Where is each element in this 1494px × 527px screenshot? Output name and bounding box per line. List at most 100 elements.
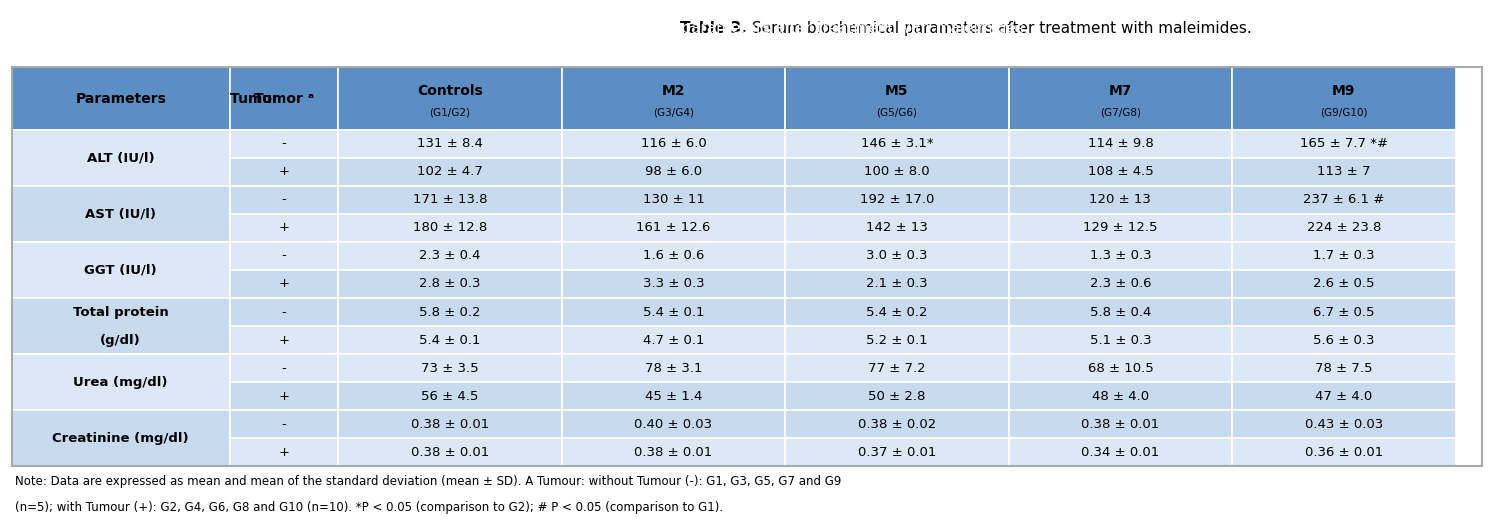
- Text: Tumor: Tumor: [230, 92, 284, 105]
- Text: 2.8 ± 0.3: 2.8 ± 0.3: [420, 278, 481, 290]
- Text: M5: M5: [886, 84, 908, 98]
- Text: 131 ± 8.4: 131 ± 8.4: [417, 137, 483, 150]
- Text: 192 ± 17.0: 192 ± 17.0: [859, 193, 934, 206]
- Text: +: +: [278, 221, 290, 235]
- Text: -: -: [281, 306, 287, 318]
- Text: 78 ± 3.1: 78 ± 3.1: [645, 362, 702, 375]
- Bar: [786, 410, 1008, 438]
- Bar: [338, 298, 562, 326]
- Bar: [562, 354, 786, 382]
- Text: 56 ± 4.5: 56 ± 4.5: [421, 390, 478, 403]
- Text: 0.43 ± 0.03: 0.43 ± 0.03: [1304, 418, 1383, 431]
- Bar: [562, 158, 786, 186]
- Bar: [1233, 214, 1455, 242]
- Bar: [1008, 298, 1233, 326]
- Text: 114 ± 9.8: 114 ± 9.8: [1088, 137, 1153, 150]
- Text: +: +: [278, 446, 290, 459]
- Bar: [562, 214, 786, 242]
- Bar: [12, 298, 230, 354]
- Bar: [1008, 158, 1233, 186]
- Bar: [1008, 326, 1233, 354]
- Text: 2.6 ± 0.5: 2.6 ± 0.5: [1313, 278, 1374, 290]
- Text: (G7/G8): (G7/G8): [1100, 107, 1141, 117]
- Text: 2.3 ± 0.4: 2.3 ± 0.4: [420, 249, 481, 262]
- Text: 113 ± 7: 113 ± 7: [1318, 165, 1370, 178]
- Text: (G1/G2): (G1/G2): [430, 107, 471, 117]
- Text: 5.1 ± 0.3: 5.1 ± 0.3: [1089, 334, 1152, 347]
- Bar: [1008, 382, 1233, 410]
- Text: M2: M2: [662, 84, 686, 98]
- Text: -: -: [281, 249, 287, 262]
- Text: 224 ± 23.8: 224 ± 23.8: [1307, 221, 1380, 235]
- Text: Note: Data are expressed as mean and mean of the standard deviation (mean ± SD).: Note: Data are expressed as mean and mea…: [15, 475, 841, 489]
- Bar: [1233, 270, 1455, 298]
- Bar: [12, 130, 230, 186]
- Bar: [1233, 354, 1455, 382]
- Text: GGT (IU/l): GGT (IU/l): [85, 264, 157, 277]
- Bar: [230, 298, 338, 326]
- Text: 0.38 ± 0.01: 0.38 ± 0.01: [635, 446, 713, 459]
- Text: Total protein: Total protein: [73, 306, 169, 318]
- Bar: [230, 214, 338, 242]
- Bar: [1008, 130, 1233, 158]
- Bar: [338, 130, 562, 158]
- Bar: [12, 242, 230, 298]
- Text: 0.38 ± 0.01: 0.38 ± 0.01: [411, 446, 489, 459]
- Text: +: +: [278, 334, 290, 347]
- Text: 6.7 ± 0.5: 6.7 ± 0.5: [1313, 306, 1374, 318]
- Text: 5.4 ± 0.1: 5.4 ± 0.1: [642, 306, 704, 318]
- Text: 5.4 ± 0.2: 5.4 ± 0.2: [867, 306, 928, 318]
- Text: 77 ± 7.2: 77 ± 7.2: [868, 362, 926, 375]
- Bar: [1008, 67, 1233, 130]
- Text: Tumor ᵃ: Tumor ᵃ: [254, 92, 314, 105]
- Text: M9: M9: [1333, 84, 1355, 98]
- Bar: [12, 354, 230, 410]
- Bar: [786, 438, 1008, 466]
- Bar: [1233, 298, 1455, 326]
- Text: Urea (mg/dl): Urea (mg/dl): [73, 376, 167, 389]
- Text: Parameters: Parameters: [75, 92, 166, 105]
- Text: -: -: [281, 418, 287, 431]
- Text: 120 ± 13: 120 ± 13: [1089, 193, 1152, 206]
- Text: Controls: Controls: [417, 84, 483, 98]
- Bar: [338, 410, 562, 438]
- Text: 2.3 ± 0.6: 2.3 ± 0.6: [1089, 278, 1152, 290]
- Bar: [786, 382, 1008, 410]
- Bar: [562, 326, 786, 354]
- Bar: [12, 186, 230, 242]
- Bar: [230, 270, 338, 298]
- Text: Serum biochemical parameters after treatment with maleimides.: Serum biochemical parameters after treat…: [747, 21, 1252, 36]
- Bar: [230, 130, 338, 158]
- Bar: [1233, 67, 1455, 130]
- Text: 1.6 ± 0.6: 1.6 ± 0.6: [642, 249, 704, 262]
- Text: 0.38 ± 0.02: 0.38 ± 0.02: [858, 418, 937, 431]
- Bar: [786, 242, 1008, 270]
- Bar: [1008, 242, 1233, 270]
- Text: 0.38 ± 0.01: 0.38 ± 0.01: [1082, 418, 1159, 431]
- Bar: [338, 438, 562, 466]
- Bar: [338, 326, 562, 354]
- Text: Table 3.: Table 3.: [680, 21, 747, 36]
- Bar: [562, 270, 786, 298]
- Text: -: -: [281, 137, 287, 150]
- Bar: [338, 354, 562, 382]
- Text: 146 ± 3.1*: 146 ± 3.1*: [861, 137, 934, 150]
- Bar: [562, 242, 786, 270]
- Text: ALT (IU/l): ALT (IU/l): [87, 151, 154, 164]
- Text: 5.8 ± 0.4: 5.8 ± 0.4: [1089, 306, 1150, 318]
- Bar: [1233, 438, 1455, 466]
- Bar: [230, 158, 338, 186]
- Bar: [562, 410, 786, 438]
- Bar: [230, 382, 338, 410]
- Bar: [1233, 242, 1455, 270]
- Bar: [230, 242, 338, 270]
- Bar: [338, 67, 562, 130]
- Text: 68 ± 10.5: 68 ± 10.5: [1088, 362, 1153, 375]
- Text: 0.38 ± 0.01: 0.38 ± 0.01: [411, 418, 489, 431]
- Bar: [562, 67, 786, 130]
- Text: 1.7 ± 0.3: 1.7 ± 0.3: [1313, 249, 1374, 262]
- Text: 3.3 ± 0.3: 3.3 ± 0.3: [642, 278, 704, 290]
- Bar: [1233, 130, 1455, 158]
- Text: 50 ± 2.8: 50 ± 2.8: [868, 390, 926, 403]
- Text: 102 ± 4.7: 102 ± 4.7: [417, 165, 483, 178]
